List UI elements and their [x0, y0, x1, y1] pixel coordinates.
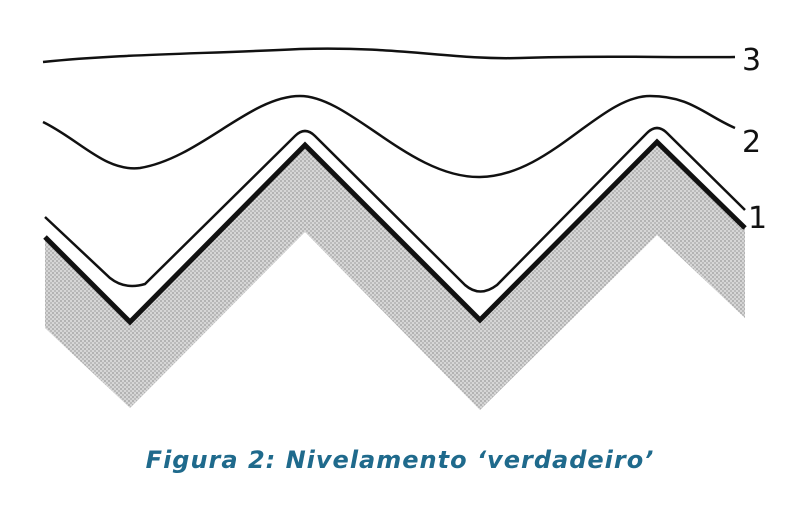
- label-line-1: 1: [748, 201, 767, 236]
- leveling-diagram: 3 2 1: [42, 43, 767, 410]
- level-line-1: [44, 126, 746, 293]
- label-line-2: 2: [742, 125, 761, 160]
- label-line-3: 3: [742, 43, 761, 78]
- level-line-3: [42, 47, 736, 64]
- terrain-surface-line: [43, 138, 747, 326]
- figure-caption: Figura 2: Nivelamento ‘verdadeiro’: [145, 446, 655, 474]
- terrain-shading: [45, 142, 745, 410]
- level-line-2: [42, 94, 736, 179]
